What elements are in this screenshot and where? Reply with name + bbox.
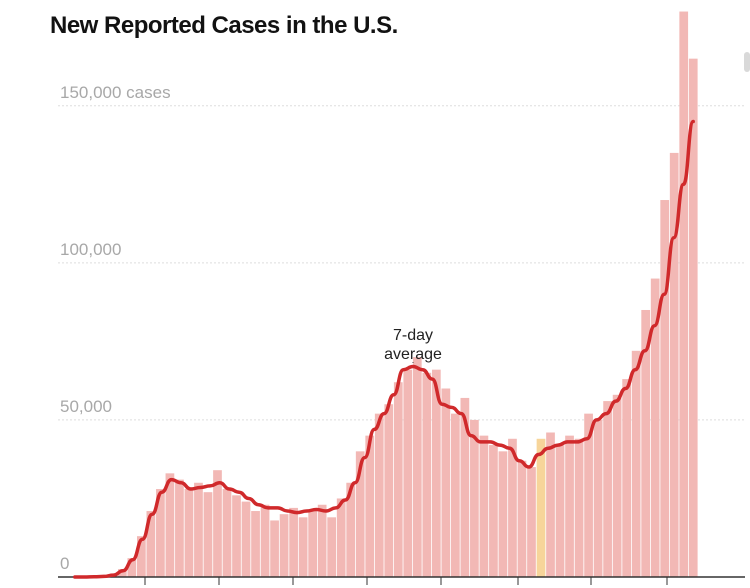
bar-47 bbox=[517, 460, 527, 577]
bar-48 bbox=[527, 467, 536, 577]
bar-64 bbox=[679, 11, 689, 578]
bar-63 bbox=[669, 152, 679, 577]
bar-27 bbox=[327, 517, 337, 577]
bar-20 bbox=[260, 504, 270, 577]
bar-46 bbox=[508, 438, 517, 577]
bar-38 bbox=[431, 369, 441, 577]
scrollbar-thumb[interactable] bbox=[744, 52, 750, 72]
bar-9 bbox=[156, 489, 165, 577]
bar-42 bbox=[470, 419, 479, 577]
bar-53 bbox=[574, 438, 584, 577]
y-tick-label-3: 150,000 cases bbox=[60, 83, 171, 102]
bar-40 bbox=[451, 413, 460, 577]
bar-11 bbox=[175, 479, 184, 577]
bar-17 bbox=[232, 495, 241, 577]
bar-28 bbox=[336, 498, 346, 577]
bar-33 bbox=[384, 404, 394, 577]
bar-39 bbox=[441, 388, 451, 577]
bar-24 bbox=[298, 517, 308, 577]
bar-25 bbox=[308, 511, 317, 577]
bar-21 bbox=[270, 520, 279, 577]
bar-52 bbox=[565, 435, 574, 577]
bar-35 bbox=[403, 369, 413, 577]
bar-15 bbox=[213, 470, 222, 577]
bar-61 bbox=[650, 278, 660, 577]
bar-23 bbox=[289, 507, 298, 577]
y-tick-label-1: 50,000 bbox=[60, 397, 112, 416]
bar-13 bbox=[194, 482, 203, 577]
bar-6 bbox=[127, 558, 137, 577]
y-tick-label-2: 100,000 bbox=[60, 240, 121, 259]
bar-18 bbox=[241, 501, 251, 577]
bar-44 bbox=[489, 445, 498, 577]
chart-title: New Reported Cases in the U.S. bbox=[50, 12, 398, 39]
bar-36 bbox=[412, 357, 422, 577]
bar-49 bbox=[536, 438, 546, 577]
bar-31 bbox=[365, 435, 375, 577]
bar-59 bbox=[631, 350, 641, 577]
annotation-label-line2: average bbox=[384, 346, 442, 363]
bar-41 bbox=[460, 397, 470, 577]
bar-16 bbox=[222, 489, 232, 577]
bar-54 bbox=[584, 413, 593, 577]
bar-7 bbox=[137, 536, 146, 577]
bar-10 bbox=[165, 473, 175, 577]
bar-14 bbox=[203, 492, 213, 577]
bar-60 bbox=[641, 309, 651, 577]
bar-5 bbox=[117, 569, 127, 577]
annotation-label-line1: 7-day bbox=[393, 327, 433, 344]
bar-22 bbox=[279, 514, 289, 577]
bar-62 bbox=[660, 200, 670, 577]
bar-51 bbox=[555, 445, 565, 577]
bar-32 bbox=[374, 413, 384, 577]
bar-50 bbox=[546, 432, 555, 577]
seven-day-average-line bbox=[73, 119, 695, 579]
bar-45 bbox=[498, 451, 508, 577]
bar-8 bbox=[146, 511, 156, 577]
y-tick-label-0: 0 bbox=[60, 554, 69, 573]
bar-65 bbox=[688, 58, 698, 577]
bar-55 bbox=[593, 419, 603, 577]
bar-26 bbox=[317, 504, 327, 577]
bar-43 bbox=[479, 435, 489, 577]
bar-30 bbox=[355, 451, 365, 577]
bar-56 bbox=[603, 401, 612, 577]
bar-12 bbox=[184, 489, 194, 577]
bar-34 bbox=[393, 382, 403, 577]
bar-57 bbox=[612, 394, 622, 577]
bar-37 bbox=[422, 372, 432, 577]
bar-29 bbox=[346, 482, 356, 577]
bar-19 bbox=[251, 511, 260, 577]
bar-58 bbox=[622, 379, 631, 577]
